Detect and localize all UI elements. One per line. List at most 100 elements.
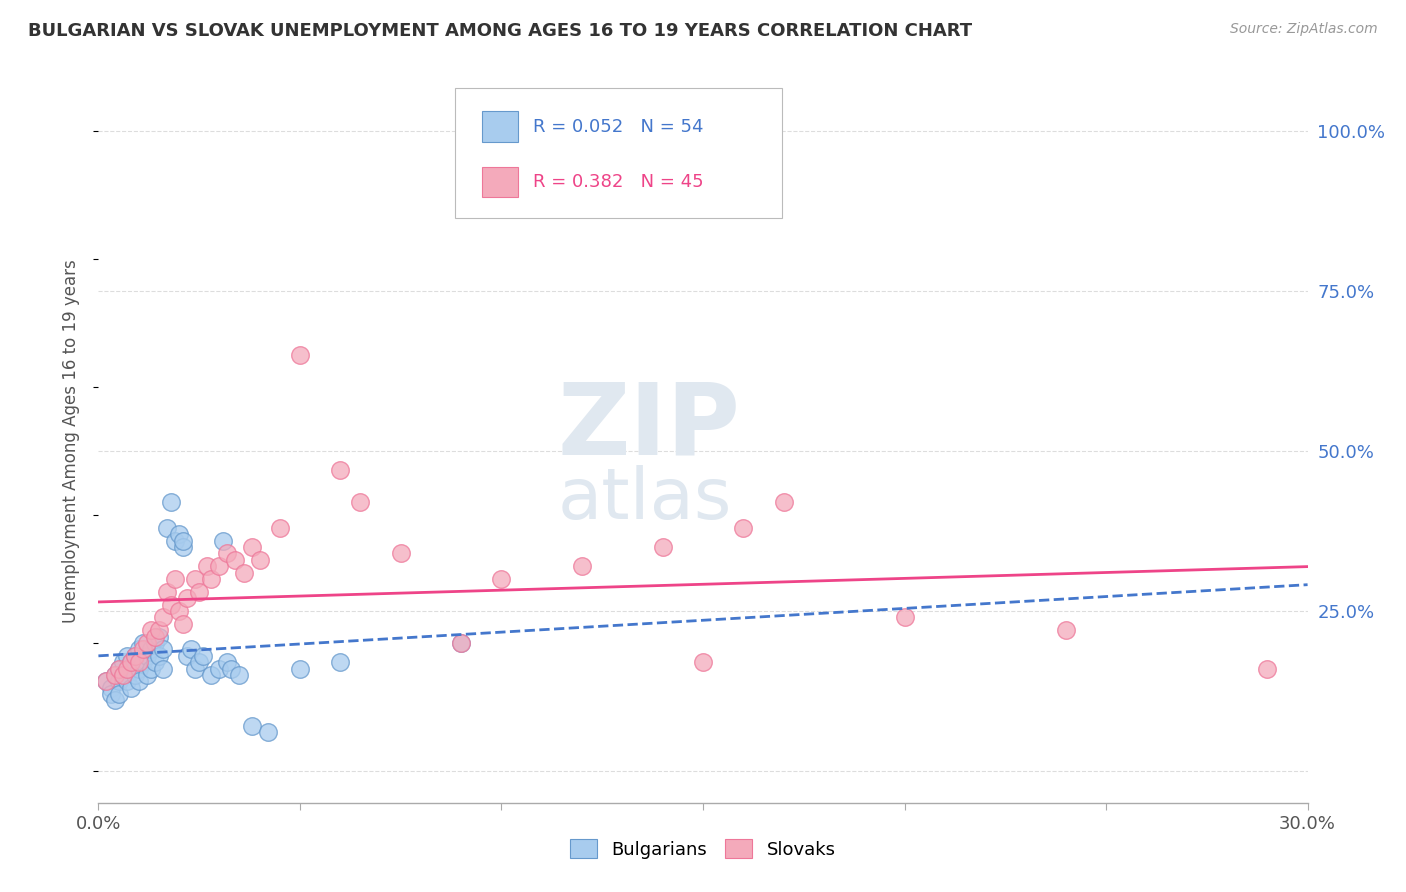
Point [124, 648, 146, 663]
Point [103, 668, 125, 682]
Point [107, 687, 129, 701]
Point [240, 719, 263, 733]
Point [100, 687, 122, 701]
Point [692, 655, 714, 669]
Point [188, 655, 211, 669]
Point [100, 681, 122, 695]
Point [139, 623, 162, 637]
Point [160, 598, 183, 612]
Text: ZIP: ZIP [558, 378, 741, 475]
Point [96, 674, 118, 689]
Point [772, 495, 794, 509]
Point [1054, 623, 1077, 637]
FancyBboxPatch shape [482, 167, 517, 197]
Point [135, 648, 157, 663]
Point [221, 661, 243, 675]
Point [132, 655, 155, 669]
Point [269, 521, 291, 535]
Point [139, 661, 162, 675]
Point [256, 725, 278, 739]
Point [135, 636, 157, 650]
Point [450, 636, 472, 650]
Point [120, 661, 142, 675]
Point [139, 642, 162, 657]
Point [156, 584, 179, 599]
Point [329, 655, 352, 669]
Point [128, 661, 150, 675]
Point [180, 642, 202, 657]
Text: R = 0.052   N = 54: R = 0.052 N = 54 [533, 118, 703, 136]
Point [893, 610, 915, 624]
Point [232, 566, 254, 580]
Point [733, 521, 755, 535]
Point [349, 495, 371, 509]
Point [651, 540, 673, 554]
Point [107, 661, 129, 675]
Point [143, 636, 166, 650]
Point [167, 604, 190, 618]
Point [143, 655, 166, 669]
Text: Source: ZipAtlas.com: Source: ZipAtlas.com [1230, 22, 1378, 37]
Point [163, 572, 186, 586]
Point [124, 648, 146, 663]
Y-axis label: Unemployment Among Ages 16 to 19 years: Unemployment Among Ages 16 to 19 years [62, 260, 80, 624]
Point [103, 668, 125, 682]
Point [152, 642, 174, 657]
Point [249, 553, 271, 567]
Point [240, 540, 263, 554]
Point [200, 572, 222, 586]
Point [107, 674, 129, 689]
Point [143, 630, 166, 644]
Point [288, 661, 311, 675]
Point [212, 533, 235, 548]
Point [167, 527, 190, 541]
Point [329, 463, 352, 477]
Point [111, 668, 134, 682]
Point [389, 546, 412, 560]
Point [176, 591, 198, 606]
Point [184, 572, 207, 586]
Point [172, 533, 194, 548]
Point [152, 661, 174, 675]
Point [152, 610, 174, 624]
Point [288, 348, 311, 362]
Point [450, 636, 472, 650]
Point [491, 572, 513, 586]
Point [188, 584, 211, 599]
Point [160, 495, 183, 509]
Point [120, 681, 142, 695]
Point [208, 661, 231, 675]
Point [115, 674, 138, 689]
Point [195, 559, 218, 574]
Point [120, 655, 142, 669]
Point [208, 559, 231, 574]
Point [571, 559, 593, 574]
Legend: Bulgarians, Slovaks: Bulgarians, Slovaks [562, 832, 844, 866]
Point [107, 661, 129, 675]
Point [176, 648, 198, 663]
Point [132, 636, 155, 650]
Point [115, 661, 138, 675]
FancyBboxPatch shape [482, 112, 517, 142]
Point [128, 642, 150, 657]
Point [200, 668, 222, 682]
Point [111, 655, 134, 669]
Point [193, 648, 215, 663]
Text: R = 0.382   N = 45: R = 0.382 N = 45 [533, 173, 703, 191]
Point [128, 655, 150, 669]
Point [124, 668, 146, 682]
Point [1256, 661, 1278, 675]
Point [172, 540, 194, 554]
Point [148, 623, 170, 637]
Point [128, 674, 150, 689]
Point [103, 693, 125, 707]
Point [96, 674, 118, 689]
Point [115, 648, 138, 663]
Point [135, 668, 157, 682]
Point [132, 642, 155, 657]
Point [172, 616, 194, 631]
Point [148, 630, 170, 644]
FancyBboxPatch shape [456, 87, 782, 218]
Point [184, 661, 207, 675]
Text: BULGARIAN VS SLOVAK UNEMPLOYMENT AMONG AGES 16 TO 19 YEARS CORRELATION CHART: BULGARIAN VS SLOVAK UNEMPLOYMENT AMONG A… [28, 22, 972, 40]
